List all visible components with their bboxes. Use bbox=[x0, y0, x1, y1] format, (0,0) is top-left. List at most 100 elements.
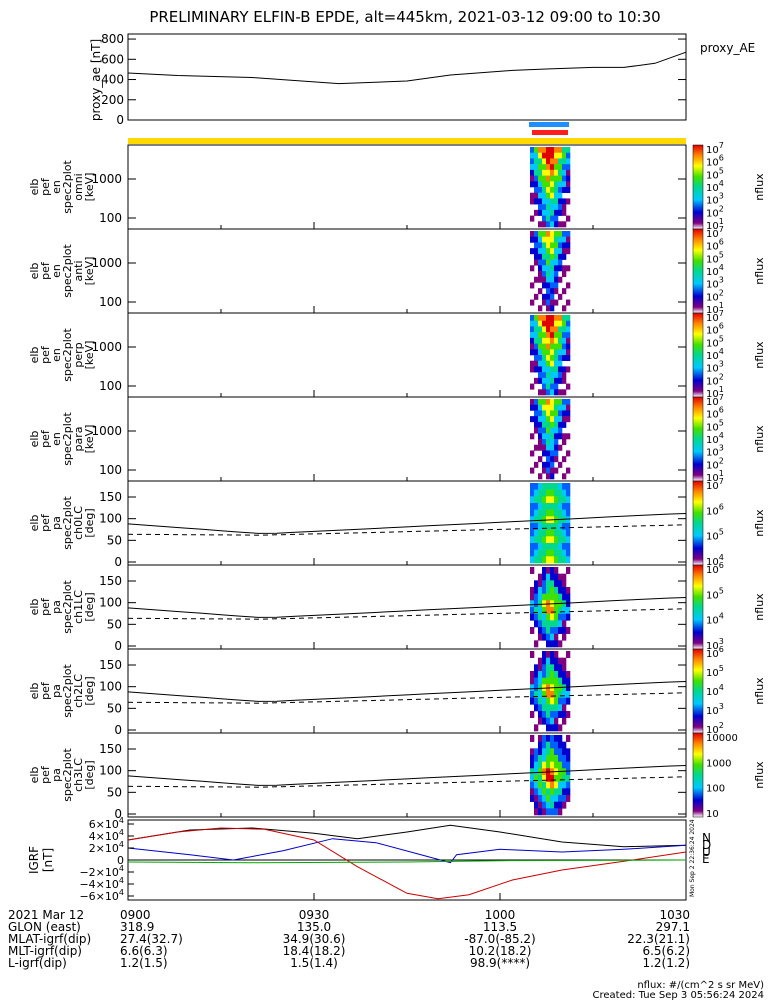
heatmap-cell bbox=[538, 315, 543, 322]
heatmap-cell bbox=[554, 503, 559, 510]
heatmap-cell bbox=[562, 242, 567, 249]
heatmap-cell bbox=[542, 697, 547, 705]
heatmap-cell bbox=[534, 684, 539, 692]
heatmap-cell bbox=[546, 587, 551, 594]
panel-frame bbox=[127, 396, 687, 482]
colorbar bbox=[692, 144, 704, 230]
heatmap-cell bbox=[562, 169, 567, 176]
heatmap-cell bbox=[546, 489, 551, 497]
heatmap-cell bbox=[558, 242, 563, 249]
heatmap-cell bbox=[534, 593, 539, 601]
heatmap-cell bbox=[546, 192, 551, 199]
heatmap-cell bbox=[554, 236, 559, 243]
heatmap-cell bbox=[550, 366, 555, 373]
colorbar-tick-label: 105 bbox=[706, 528, 724, 543]
heatmap-cell bbox=[538, 231, 543, 238]
heatmap-cell bbox=[558, 209, 563, 216]
spec-panel-4: 1000100elbpefenspec2plotpara[keV]1071061… bbox=[28, 393, 766, 484]
heatmap-cell bbox=[538, 265, 543, 272]
ae-ylabel: proxy_ae [nT] bbox=[89, 39, 103, 121]
xaxis-row-value: 27.4(32.7) bbox=[120, 932, 183, 946]
heatmap-cell bbox=[542, 299, 547, 306]
heatmap-cell bbox=[554, 587, 559, 594]
heatmap-cell bbox=[566, 516, 571, 524]
ytick-label: 150 bbox=[99, 742, 122, 756]
heatmap-cell bbox=[554, 613, 559, 621]
heatmap-cell bbox=[558, 697, 563, 705]
heatmap-cell bbox=[562, 164, 567, 171]
heatmap-cell bbox=[534, 795, 539, 802]
heatmap-cell bbox=[554, 593, 559, 601]
heatmap-cell bbox=[562, 509, 567, 517]
xaxis-row-label: GLON (east) bbox=[8, 920, 81, 934]
heatmap-cell bbox=[538, 343, 543, 350]
heatmap-cell bbox=[550, 761, 555, 769]
heatmap-cell bbox=[534, 801, 539, 809]
heatmap-cell bbox=[546, 697, 551, 705]
heatmap-cell bbox=[562, 496, 567, 504]
heatmap-cell bbox=[534, 158, 539, 165]
heatmap-cell bbox=[542, 427, 547, 434]
heatmap-cell bbox=[546, 450, 551, 457]
heatmap-cell bbox=[550, 175, 555, 182]
heatmap-cell bbox=[542, 620, 547, 628]
heatmap-cell bbox=[538, 633, 543, 641]
heatmap-cell bbox=[558, 343, 563, 350]
heatmap-cell bbox=[530, 337, 535, 344]
heatmap-cell bbox=[546, 187, 551, 194]
heatmap-cell bbox=[546, 801, 551, 809]
heatmap-cell bbox=[534, 536, 539, 544]
heatmap-cell bbox=[546, 496, 551, 504]
heatmap-cell bbox=[534, 152, 539, 159]
heatmap-cell bbox=[538, 620, 543, 628]
heatmap-cell bbox=[546, 421, 551, 428]
heatmap-cell bbox=[546, 169, 551, 176]
heatmap-cell bbox=[558, 152, 563, 159]
heatmap-cell bbox=[534, 337, 539, 344]
heatmap-cell bbox=[558, 573, 563, 581]
ae-ytick-label: 800 bbox=[101, 32, 124, 46]
heatmap-cell bbox=[558, 349, 563, 356]
heatmap-cell bbox=[554, 231, 559, 238]
heatmap-cell bbox=[550, 509, 555, 517]
heatmap-cell bbox=[562, 399, 567, 406]
panel-ylabel: spec2plot bbox=[61, 580, 74, 634]
heatmap-cell bbox=[558, 677, 563, 685]
heatmap-cell bbox=[562, 795, 567, 802]
heatmap-cell bbox=[534, 164, 539, 171]
heatmap-cell bbox=[566, 627, 571, 634]
heatmap-cell bbox=[546, 305, 551, 312]
heatmap-cell bbox=[546, 607, 551, 614]
heatmap-cell bbox=[546, 775, 551, 782]
heatmap-cell bbox=[538, 627, 543, 634]
heatmap-cell bbox=[554, 253, 559, 260]
heatmap-cell bbox=[542, 410, 547, 417]
panel-frame bbox=[127, 480, 687, 566]
heatmap-cell bbox=[538, 236, 543, 243]
igrf-ytick-label: 2×104 bbox=[89, 840, 124, 855]
colorbar-tick-label: 105 bbox=[706, 664, 724, 679]
heatmap-cell bbox=[566, 587, 571, 594]
heatmap-cell bbox=[554, 175, 559, 182]
heatmap-cell bbox=[542, 580, 547, 588]
heatmap-cell bbox=[562, 697, 567, 705]
heatmap-cell bbox=[550, 433, 555, 440]
heatmap-cell bbox=[550, 282, 555, 289]
heatmap-cell bbox=[534, 580, 539, 588]
heatmap-cell bbox=[530, 360, 535, 367]
heatmap-cell bbox=[546, 627, 551, 634]
heatmap-cell bbox=[558, 164, 563, 171]
heatmap-cell bbox=[546, 704, 551, 712]
heatmap-cell bbox=[562, 684, 567, 692]
heatmap-cell bbox=[538, 549, 543, 557]
heatmap-cell bbox=[534, 198, 539, 205]
heatmap-cell bbox=[554, 242, 559, 249]
heatmap-cell bbox=[538, 516, 543, 524]
panel-ylabel: en bbox=[50, 264, 63, 278]
heatmap-cell bbox=[558, 276, 563, 283]
heatmap-cell bbox=[538, 349, 543, 356]
heatmap-cell bbox=[546, 248, 551, 255]
heatmap-cell bbox=[554, 209, 559, 216]
heatmap-cell bbox=[546, 147, 551, 154]
heatmap-cell bbox=[562, 691, 567, 698]
